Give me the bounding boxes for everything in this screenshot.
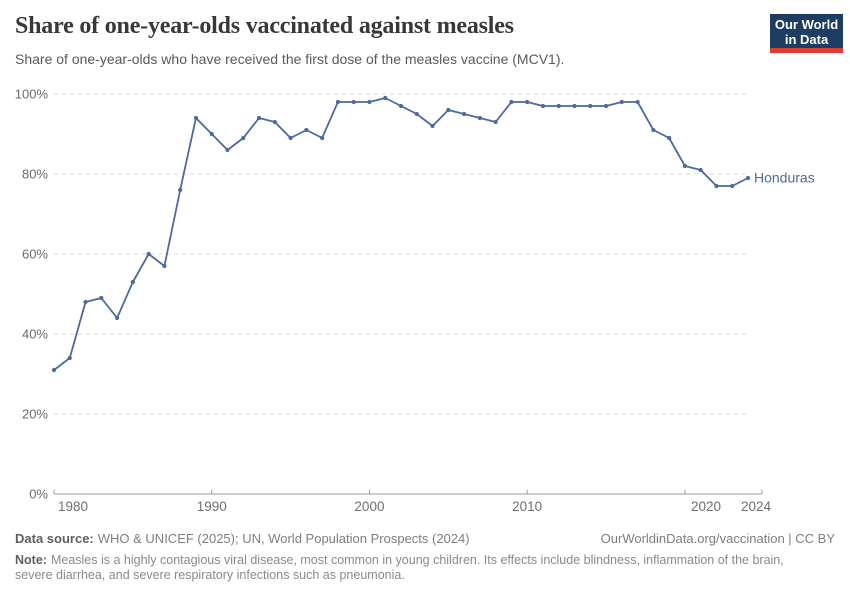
data-point: [114, 315, 120, 321]
data-point: [730, 183, 735, 189]
data-point: [367, 99, 372, 105]
data-point: [477, 115, 482, 121]
data-source-label: Data source:: [15, 531, 94, 546]
data-point: [651, 127, 656, 133]
data-point: [398, 103, 404, 109]
data-point: [572, 103, 577, 109]
data-point: [178, 187, 183, 193]
chart-note-label: Note:: [15, 553, 47, 567]
owid-logo-line1: Our World: [774, 17, 839, 32]
data-line-honduras: [53, 97, 749, 371]
y-axis-tick-label: 40%: [22, 327, 48, 342]
chart-subtitle: Share of one-year-olds who have received…: [15, 51, 565, 67]
data-point: [146, 251, 151, 257]
data-point: [272, 119, 277, 125]
data-point: [162, 263, 167, 269]
data-point: [525, 99, 530, 105]
data-point: [130, 279, 135, 285]
data-point: [745, 175, 751, 181]
data-point: [540, 103, 546, 109]
entity-label-honduras[interactable]: Honduras: [754, 170, 815, 186]
x-axis-tick-label: 1990: [197, 499, 227, 514]
data-point: [193, 115, 199, 121]
data-point: [67, 355, 72, 361]
owid-logo[interactable]: Our World in Data: [770, 14, 843, 53]
data-point: [288, 135, 293, 141]
data-point: [209, 131, 214, 137]
chart-note-text: Measles is a highly contagious viral dis…: [15, 553, 784, 582]
x-axis-tick-label: 2024: [741, 499, 772, 514]
owid-link[interactable]: OurWorldinData.org/vaccination | CC BY: [600, 531, 835, 546]
x-axis-tick-label: 2010: [512, 499, 542, 514]
data-point: [682, 163, 688, 169]
y-axis-tick-label: 80%: [22, 167, 48, 182]
data-point: [588, 103, 593, 109]
x-axis-tick-label: 1980: [58, 499, 88, 514]
data-point: [225, 147, 230, 153]
data-point: [414, 111, 419, 117]
y-axis-tick-label: 20%: [22, 407, 48, 422]
data-point: [335, 99, 341, 105]
data-point: [509, 99, 514, 105]
y-axis-tick-label: 0%: [29, 487, 48, 502]
x-axis-tick-label: 2020: [691, 499, 721, 514]
data-point: [714, 183, 719, 189]
data-point: [667, 135, 672, 141]
data-point: [556, 103, 561, 109]
data-point: [351, 99, 356, 105]
data-point: [603, 103, 609, 109]
data-point: [446, 107, 451, 113]
data-point: [320, 135, 325, 141]
page-title: Share of one-year-olds vaccinated agains…: [15, 13, 514, 39]
data-source-text: WHO & UNICEF (2025); UN, World Populatio…: [97, 531, 470, 546]
x-axis-tick-label: 2000: [354, 499, 384, 514]
data-point: [619, 99, 624, 105]
data-point: [83, 299, 88, 305]
data-point: [304, 127, 309, 133]
data-point: [430, 123, 435, 129]
data-point: [383, 95, 388, 101]
data-point: [51, 367, 57, 373]
data-source: Data source: WHO & UNICEF (2025); UN, Wor…: [15, 531, 470, 546]
owid-logo-line2: in Data: [784, 32, 829, 47]
data-point: [635, 99, 640, 105]
data-point: [493, 119, 498, 125]
y-axis-tick-label: 60%: [22, 247, 48, 262]
data-point: [241, 135, 246, 141]
y-axis-tick-label: 100%: [15, 87, 49, 102]
data-point: [461, 111, 467, 117]
chart-note: Note: Measles is a highly contagious vira…: [15, 553, 793, 583]
chart-footer: Data source: WHO & UNICEF (2025); UN, Wor…: [15, 531, 835, 583]
data-point: [698, 167, 703, 173]
data-point: [256, 115, 262, 121]
measles-line-chart[interactable]: 0% 20% 40% 60% 80% 100% 1980 1990 2000 2010 2020 20…: [0, 80, 850, 525]
data-point: [99, 295, 104, 301]
